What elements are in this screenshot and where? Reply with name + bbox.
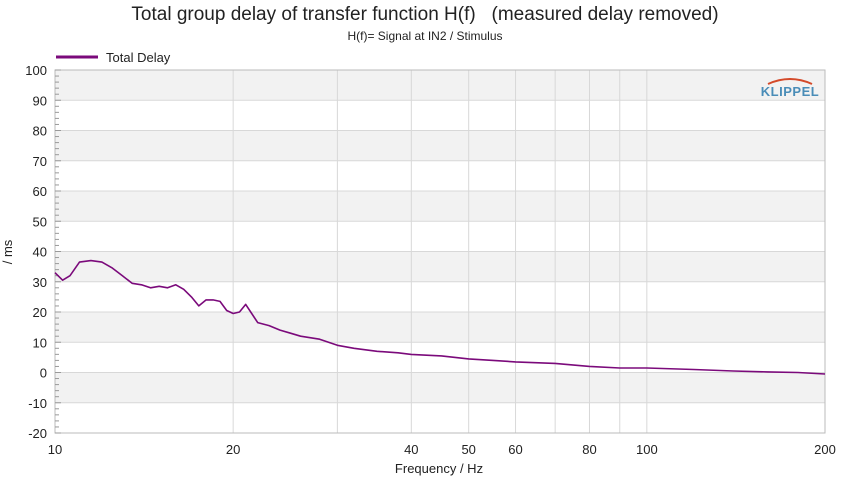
x-axis-label: Frequency / Hz — [395, 461, 483, 476]
klippel-logo-text: KLIPPEL — [761, 84, 819, 99]
band-10 — [55, 312, 825, 343]
band-90 — [55, 70, 825, 101]
x-tick-label: 60 — [508, 442, 522, 457]
chart-title: Total group delay of transfer function H… — [131, 4, 718, 25]
legend-label-total-delay: Total Delay — [106, 50, 171, 65]
y-tick-label: 50 — [33, 214, 47, 229]
x-tick-label: 50 — [461, 442, 475, 457]
klippel-logo: KLIPPEL — [761, 78, 819, 99]
band-70 — [55, 130, 825, 161]
plot-background-bands — [55, 70, 825, 403]
klippel-logo-arc — [767, 78, 813, 85]
y-tick-label: 60 — [33, 184, 47, 199]
y-tick-label: 0 — [40, 366, 47, 381]
y-tick-labels: -20 -10 0 10 20 30 40 50 60 70 80 90 100 — [25, 63, 47, 441]
y-tick-label: 90 — [33, 93, 47, 108]
y-tick-label: 30 — [33, 275, 47, 290]
y-tick-label: 10 — [33, 335, 47, 350]
x-tick-label: 80 — [582, 442, 596, 457]
y-tick-label: -10 — [28, 396, 47, 411]
x-tick-label: 10 — [48, 442, 62, 457]
y-tick-label: 20 — [33, 305, 47, 320]
y-minor-ticks — [55, 69, 61, 434]
x-tick-label: 20 — [226, 442, 240, 457]
band--10 — [55, 372, 825, 403]
y-tick-label: 100 — [25, 63, 47, 78]
chart-subtitle: H(f)= Signal at IN2 / Stimulus — [347, 29, 502, 43]
y-axis-label: / ms — [0, 239, 15, 264]
band-50 — [55, 191, 825, 222]
y-tick-label: 70 — [33, 154, 47, 169]
x-tick-labels: 10 20 40 50 60 80 100 200 — [48, 442, 836, 457]
x-tick-label: 200 — [814, 442, 836, 457]
band-30 — [55, 251, 825, 282]
y-tick-label: 40 — [33, 245, 47, 260]
legend: Total Delay — [56, 50, 171, 65]
series-line-total-delay — [54, 259, 826, 375]
y-tick-label: -20 — [28, 426, 47, 441]
x-tick-label: 40 — [404, 442, 418, 457]
series-layer — [54, 259, 826, 375]
x-tick-label: 100 — [636, 442, 658, 457]
y-tick-label: 80 — [33, 124, 47, 139]
